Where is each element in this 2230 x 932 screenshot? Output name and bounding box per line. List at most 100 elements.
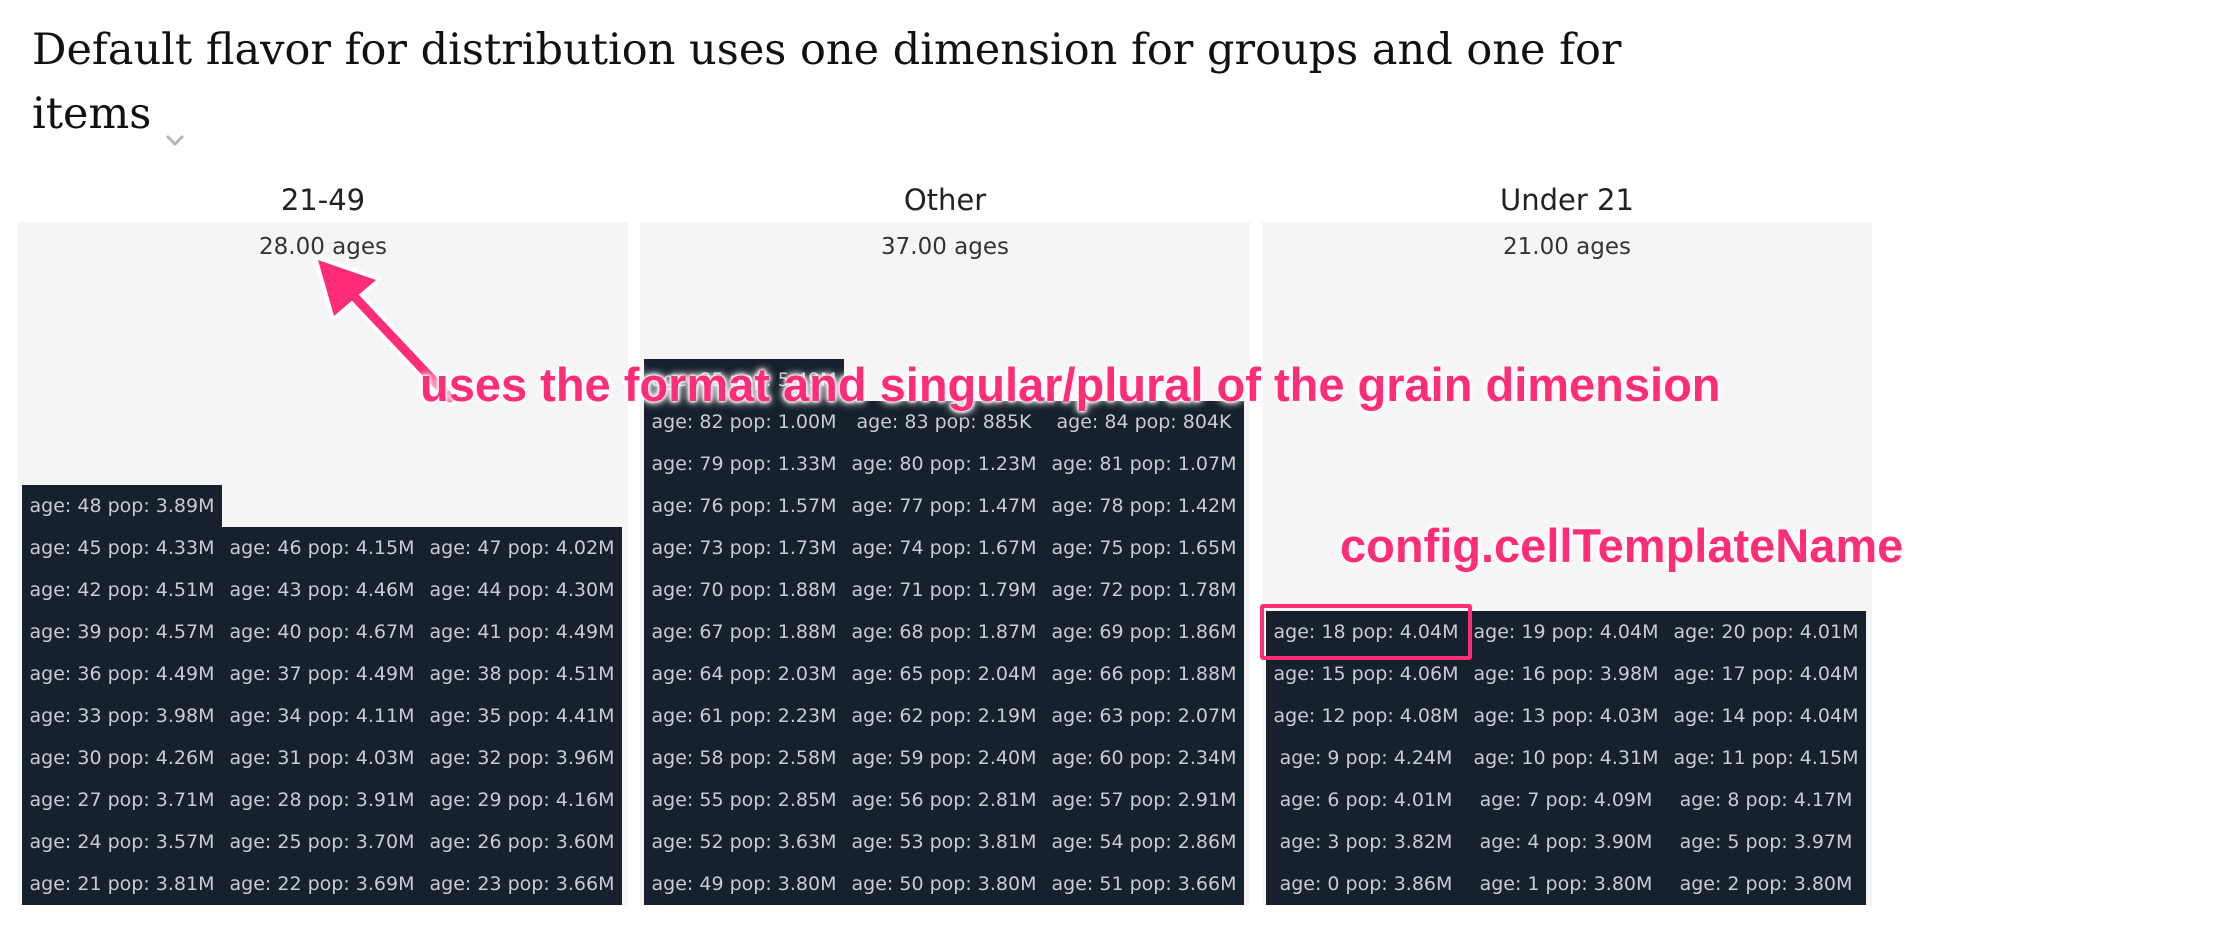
cell[interactable]: age: 82 pop: 1.00M [644,401,844,443]
cell[interactable]: age: 13 pop: 4.03M [1466,695,1666,737]
cell[interactable]: age: 70 pop: 1.88M [644,569,844,611]
cell[interactable]: age: 52 pop: 3.63M [644,821,844,863]
cell[interactable]: age: 40 pop: 4.67M [222,611,422,653]
cell[interactable]: age: 81 pop: 1.07M [1044,443,1244,485]
cell[interactable]: age: 9 pop: 4.24M [1266,737,1466,779]
cell[interactable]: age: 33 pop: 3.98M [22,695,222,737]
group-label: 21-49 [280,183,366,217]
cell[interactable]: age: 10 pop: 4.31M [1466,737,1666,779]
chevron-down-icon[interactable] [163,105,187,147]
cell[interactable]: age: 36 pop: 4.49M [22,653,222,695]
cell[interactable]: age: 42 pop: 4.51M [22,569,222,611]
cell[interactable]: age: 73 pop: 1.73M [644,527,844,569]
cell[interactable]: age: 75 pop: 1.65M [1044,527,1244,569]
cell[interactable]: age: 68 pop: 1.87M [844,611,1044,653]
cell[interactable]: age: 48 pop: 3.89M [22,485,222,527]
cell[interactable]: age: 84 pop: 804K [1044,401,1244,443]
cell[interactable]: age: 78 pop: 1.42M [1044,485,1244,527]
cell[interactable]: age: 50 pop: 3.80M [844,863,1044,905]
cell[interactable]: age: 83 pop: 885K [844,401,1044,443]
cell[interactable]: age: 16 pop: 3.98M [1466,653,1666,695]
cell[interactable]: age: 29 pop: 4.16M [422,779,622,821]
cell[interactable]: age: 77 pop: 1.47M [844,485,1044,527]
cell[interactable]: age: 24 pop: 3.57M [22,821,222,863]
cell[interactable]: age: 58 pop: 2.58M [644,737,844,779]
cell[interactable]: age: 26 pop: 3.60M [422,821,622,863]
cell[interactable]: age: 18 pop: 4.04M [1266,611,1466,653]
cell[interactable]: age: 17 pop: 4.04M [1666,653,1866,695]
cell[interactable]: age: 67 pop: 1.88M [644,611,844,653]
cell[interactable]: age: 54 pop: 2.86M [1044,821,1244,863]
group-other: Other 37.00 ages age: 49 pop: 3.80M age: … [640,178,1250,905]
cell[interactable]: age: 61 pop: 2.23M [644,695,844,737]
cell[interactable]: age: 64 pop: 2.03M [644,653,844,695]
cell[interactable]: age: 19 pop: 4.04M [1466,611,1666,653]
group-label: Under 21 [1500,183,1634,217]
cell[interactable]: age: 27 pop: 3.71M [22,779,222,821]
cell[interactable]: age: 12 pop: 4.08M [1266,695,1466,737]
cell[interactable]: age: 80 pop: 1.23M [844,443,1044,485]
cell[interactable]: age: 63 pop: 2.07M [1044,695,1244,737]
cell[interactable]: age: 39 pop: 4.57M [22,611,222,653]
cell[interactable]: age: 43 pop: 4.46M [222,569,422,611]
page-title: Default flavor for distribution uses one… [32,18,1682,147]
cell[interactable]: age: 34 pop: 4.11M [222,695,422,737]
cell[interactable]: age: 14 pop: 4.04M [1666,695,1866,737]
cell[interactable]: age: 15 pop: 4.06M [1266,653,1466,695]
cell[interactable]: age: 46 pop: 4.15M [222,527,422,569]
cell[interactable]: age: 76 pop: 1.57M [644,485,844,527]
cell[interactable]: age: 49 pop: 3.80M [644,863,844,905]
cell[interactable]: age: 4 pop: 3.90M [1466,821,1666,863]
group-21-49: 21-49 28.00 ages age: 21 pop: 3.81M age: … [18,178,628,905]
cell[interactable]: age: 44 pop: 4.30M [422,569,622,611]
cell[interactable]: age: 23 pop: 3.66M [422,863,622,905]
cell[interactable]: age: 71 pop: 1.79M [844,569,1044,611]
cell[interactable]: age: 38 pop: 4.51M [422,653,622,695]
cell[interactable]: age: 57 pop: 2.91M [1044,779,1244,821]
cell[interactable]: age: 85 pop: 5.49M [644,359,844,401]
title-text: Default flavor for distribution uses one… [32,25,1622,139]
cell[interactable]: age: 65 pop: 2.04M [844,653,1044,695]
cell[interactable]: age: 22 pop: 3.69M [222,863,422,905]
group-summary: 37.00 ages [881,234,1009,260]
cell[interactable]: age: 66 pop: 1.88M [1044,653,1244,695]
cell[interactable]: age: 41 pop: 4.49M [422,611,622,653]
cell[interactable]: age: 21 pop: 3.81M [22,863,222,905]
cell[interactable]: age: 28 pop: 3.91M [222,779,422,821]
cell[interactable]: age: 2 pop: 3.80M [1666,863,1866,905]
cell[interactable]: age: 56 pop: 2.81M [844,779,1044,821]
cell[interactable]: age: 30 pop: 4.26M [22,737,222,779]
cell[interactable]: age: 72 pop: 1.78M [1044,569,1244,611]
cell[interactable]: age: 37 pop: 4.49M [222,653,422,695]
group-summary: 21.00 ages [1503,234,1631,260]
cell[interactable]: age: 8 pop: 4.17M [1666,779,1866,821]
cell[interactable]: age: 31 pop: 4.03M [222,737,422,779]
cell[interactable]: age: 7 pop: 4.09M [1466,779,1666,821]
group-label: Other [903,183,987,217]
cell[interactable]: age: 0 pop: 3.86M [1266,863,1466,905]
cell[interactable]: age: 25 pop: 3.70M [222,821,422,863]
cell[interactable]: age: 60 pop: 2.34M [1044,737,1244,779]
group-under-21: Under 21 21.00 ages age: 0 pop: 3.86M age… [1262,178,1872,905]
cell[interactable]: age: 53 pop: 3.81M [844,821,1044,863]
cell[interactable]: age: 3 pop: 3.82M [1266,821,1466,863]
cell[interactable]: age: 47 pop: 4.02M [422,527,622,569]
cell[interactable]: age: 62 pop: 2.19M [844,695,1044,737]
group-box: 28.00 ages age: 21 pop: 3.81M age: 22 pop… [18,222,628,905]
cell[interactable]: age: 5 pop: 3.97M [1666,821,1866,863]
highlight-box [1260,604,1472,660]
group-box: 21.00 ages age: 0 pop: 3.86M age: 1 pop: … [1262,222,1872,905]
cell[interactable]: age: 69 pop: 1.86M [1044,611,1244,653]
cell[interactable]: age: 32 pop: 3.96M [422,737,622,779]
cell[interactable]: age: 35 pop: 4.41M [422,695,622,737]
cell[interactable]: age: 11 pop: 4.15M [1666,737,1866,779]
cell[interactable]: age: 79 pop: 1.33M [644,443,844,485]
cell[interactable]: age: 59 pop: 2.40M [844,737,1044,779]
cell[interactable]: age: 45 pop: 4.33M [22,527,222,569]
cell[interactable]: age: 74 pop: 1.67M [844,527,1044,569]
cell[interactable]: age: 55 pop: 2.85M [644,779,844,821]
cell[interactable]: age: 1 pop: 3.80M [1466,863,1666,905]
cell[interactable]: age: 6 pop: 4.01M [1266,779,1466,821]
cell[interactable]: age: 20 pop: 4.01M [1666,611,1866,653]
cell[interactable]: age: 51 pop: 3.66M [1044,863,1244,905]
